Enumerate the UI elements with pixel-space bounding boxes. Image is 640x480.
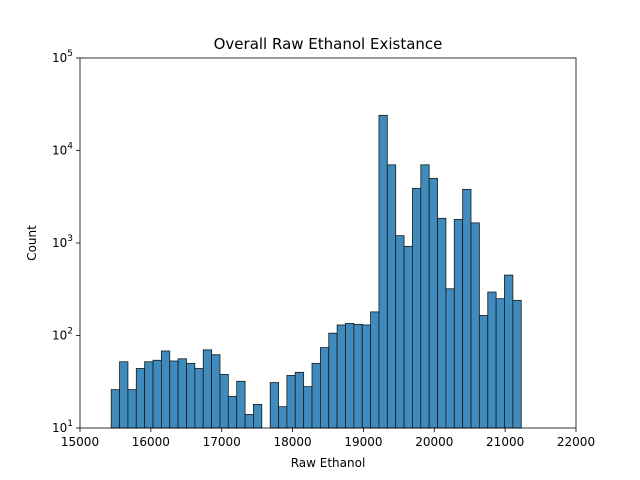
histogram-bar (127, 389, 137, 429)
x-axis-ticks: 15000 16000 17000 18000 19000 20000 21000 22000 (61, 428, 595, 449)
x-tick-label: 15000 (61, 435, 99, 449)
histogram-bar (211, 354, 221, 429)
histogram-bar (278, 406, 288, 429)
histogram-bar (478, 314, 489, 429)
y-tick-label: 103 (52, 234, 73, 250)
histogram-bar (311, 362, 321, 429)
x-tick-label: 16000 (132, 435, 170, 449)
plot-frame (79, 57, 577, 429)
histogram-bar (119, 361, 129, 429)
bars-group (110, 114, 522, 429)
histogram-bar (328, 332, 338, 429)
histogram-bar (236, 380, 246, 429)
histogram-bar (244, 414, 254, 429)
histogram-bar (303, 386, 313, 429)
histogram-bar (253, 403, 263, 429)
histogram-bar (110, 389, 120, 429)
histogram-bar (186, 362, 196, 429)
histogram-bar (227, 395, 238, 429)
histogram-bar (395, 235, 405, 429)
histogram-bar (160, 350, 171, 429)
histogram-bar (386, 164, 397, 429)
histogram-bar (428, 177, 438, 429)
x-tick-label: 19000 (344, 435, 382, 449)
histogram-bar (462, 188, 472, 429)
chart-title: Overall Raw Ethanol Existance (214, 35, 443, 53)
x-tick-label: 20000 (415, 435, 453, 449)
histogram-bar (437, 217, 447, 429)
y-axis-label: Count (25, 225, 39, 261)
histogram-bar (144, 361, 154, 429)
histogram-bar (319, 347, 330, 429)
x-tick-label: 18000 (273, 435, 311, 449)
histogram-bar (202, 349, 212, 429)
histogram-bar (512, 299, 522, 429)
y-tick-label: 105 (52, 49, 73, 65)
histogram-bar (487, 291, 497, 429)
y-tick-label: 104 (52, 142, 73, 158)
x-tick-label: 17000 (203, 435, 241, 449)
histogram-bar (219, 373, 229, 429)
histogram-bar (152, 359, 162, 429)
histogram-bar (504, 274, 514, 429)
histogram-bar (169, 360, 179, 429)
histogram-bar (470, 222, 480, 429)
histogram-bar (403, 245, 413, 429)
y-axis-ticks: 101 102 103 104 105 (52, 49, 80, 435)
histogram-bar (378, 114, 388, 429)
histogram-bar (336, 324, 346, 429)
histogram-bar (177, 358, 187, 429)
histogram-bar (361, 324, 371, 429)
histogram-bar (420, 164, 430, 429)
histogram-bar (445, 288, 455, 429)
histogram-bar (294, 371, 305, 429)
histogram-bar (194, 368, 204, 429)
x-tick-label: 21000 (486, 435, 524, 449)
histogram-bar (286, 375, 296, 429)
x-axis-label: Raw Ethanol (291, 456, 366, 470)
histogram-bar (345, 323, 355, 429)
histogram-bar (495, 298, 505, 429)
histogram-bar (353, 323, 363, 429)
y-tick-label: 101 (52, 419, 73, 435)
y-tick-label: 102 (52, 327, 73, 343)
histogram-bar (269, 382, 279, 429)
histogram-bar (370, 311, 380, 429)
x-tick-label: 22000 (557, 435, 595, 449)
histogram-bar (453, 218, 464, 429)
histogram-bar (135, 368, 146, 429)
histogram-bar (412, 187, 422, 429)
